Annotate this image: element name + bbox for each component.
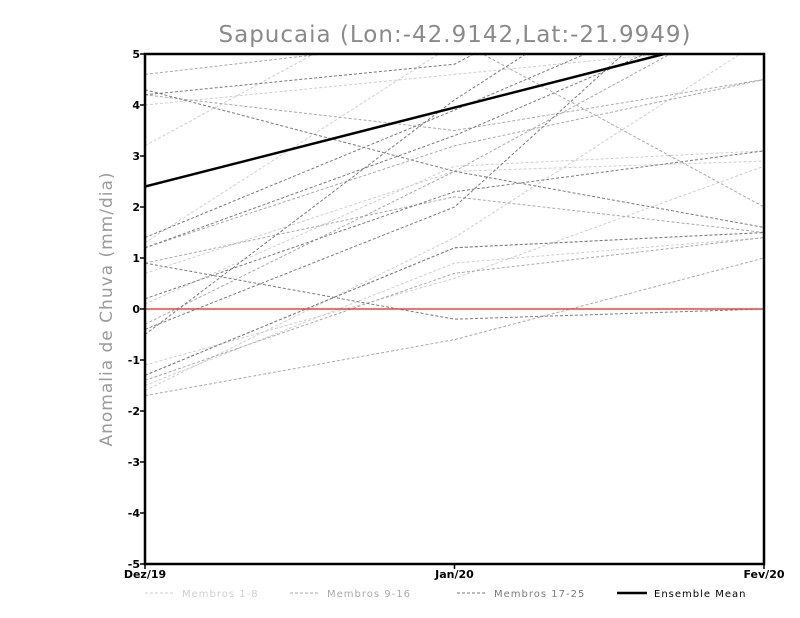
member-line-23 <box>145 54 475 96</box>
member-line-22 <box>145 54 625 330</box>
member-line-1 <box>145 54 315 147</box>
y-tick-label: -3 <box>128 456 140 469</box>
member-line-16 <box>145 237 764 381</box>
legend: Membros 1-8 Membros 9-16 Membros 17-25 Ense… <box>145 589 746 600</box>
member-line-25 <box>145 232 764 376</box>
x-tick-label: Jan/20 <box>434 568 474 581</box>
member-line-2 <box>145 54 666 106</box>
member-line-4 <box>145 237 764 386</box>
member-line-11 <box>145 79 764 249</box>
y-tick-label: 3 <box>132 150 140 163</box>
member-line-20 <box>145 150 764 300</box>
member-line-6 <box>145 150 764 305</box>
y-tick-label: 2 <box>132 201 140 214</box>
member-line-17 <box>145 89 764 228</box>
axis-layer: -5 -4 -3 -2 -1 0 1 2 3 4 5 Dez/19 Jan/20 Fev/20 <box>124 48 785 581</box>
x-tick-label: Fev/20 <box>743 568 784 581</box>
y-tick-label: -4 <box>128 507 141 520</box>
member-line-7 <box>145 165 764 366</box>
member-line-9 <box>145 54 764 208</box>
y-tick-label: 1 <box>132 252 140 265</box>
member-line-18 <box>145 262 764 320</box>
y-tick-label: 4 <box>132 99 140 112</box>
series-layer <box>145 54 764 397</box>
member-line-15 <box>145 196 764 264</box>
y-tick-label: -5 <box>128 558 140 571</box>
member-line-21 <box>145 54 527 335</box>
y-tick-label: -1 <box>128 354 140 367</box>
x-tick-label: Dez/19 <box>124 568 166 581</box>
y-tick-label: 5 <box>132 48 140 61</box>
legend-label: Membros 9-16 <box>327 589 411 600</box>
member-line-8 <box>145 54 440 244</box>
legend-label: Ensemble Mean <box>654 589 746 600</box>
member-line-24 <box>145 54 587 239</box>
chart-title: Sapucaia (Lon:-42.9142,Lat:-21.9949) <box>219 22 692 48</box>
legend-label: Membros 17-25 <box>494 589 585 600</box>
y-tick-label: 0 <box>132 303 140 316</box>
member-line-13 <box>145 257 764 397</box>
y-tick-label: -2 <box>128 405 140 418</box>
member-line-5 <box>145 54 742 392</box>
member-line-10 <box>145 79 764 132</box>
member-line-14 <box>145 232 764 376</box>
y-axis-label: Anomalia de Chuva (mm/dia) <box>97 171 117 446</box>
legend-label: Membros 1-8 <box>182 589 259 600</box>
